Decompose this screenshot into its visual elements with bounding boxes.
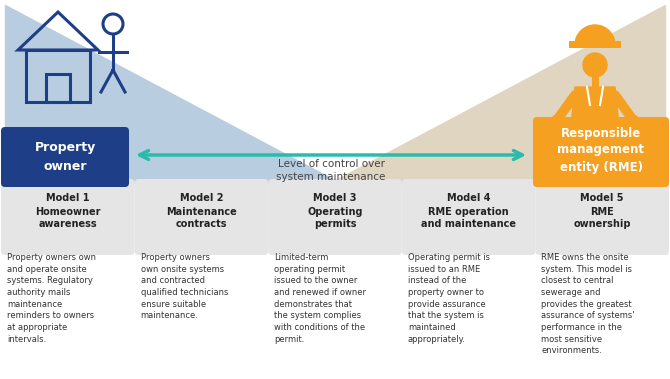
- Text: Limited-term
operating permit
issued to the owner
and renewed if owner
demonstra: Limited-term operating permit issued to …: [274, 253, 366, 344]
- FancyBboxPatch shape: [533, 117, 669, 187]
- Text: Model 4: Model 4: [447, 193, 490, 203]
- Circle shape: [552, 115, 562, 125]
- Circle shape: [628, 115, 638, 125]
- FancyBboxPatch shape: [1, 179, 135, 255]
- Text: Maintenance
contracts: Maintenance contracts: [166, 207, 237, 229]
- Text: RME
ownership: RME ownership: [574, 207, 631, 229]
- Text: Level of control over
system maintenance: Level of control over system maintenance: [276, 159, 386, 182]
- Text: Property
owner: Property owner: [34, 141, 96, 172]
- Text: Model 3: Model 3: [314, 193, 356, 203]
- FancyBboxPatch shape: [402, 179, 535, 255]
- Text: Model 5: Model 5: [580, 193, 624, 203]
- Bar: [569, 41, 621, 48]
- Text: RME owns the onsite
system. This model is
closest to central
sewerage and
provid: RME owns the onsite system. This model i…: [541, 253, 635, 355]
- Polygon shape: [5, 5, 340, 183]
- Bar: [46, 74, 70, 102]
- Text: Operating
permits: Operating permits: [308, 207, 362, 229]
- Text: Model 2: Model 2: [180, 193, 223, 203]
- FancyBboxPatch shape: [135, 179, 268, 255]
- Text: Model 1: Model 1: [46, 193, 90, 203]
- Text: Operating permit is
issued to an RME
instead of the
property owner to
provide as: Operating permit is issued to an RME ins…: [408, 253, 490, 344]
- Text: Property owners own
and operate onsite
systems. Regulatory
authority mails
maint: Property owners own and operate onsite s…: [7, 253, 96, 344]
- Text: Responsible
management
entity (RME): Responsible management entity (RME): [557, 127, 645, 174]
- Circle shape: [583, 53, 607, 77]
- Polygon shape: [570, 87, 620, 135]
- Polygon shape: [330, 5, 665, 183]
- Text: RME operation
and maintenance: RME operation and maintenance: [421, 207, 516, 229]
- Bar: [26, 50, 90, 102]
- FancyBboxPatch shape: [268, 179, 402, 255]
- FancyBboxPatch shape: [1, 127, 129, 187]
- Wedge shape: [575, 25, 615, 45]
- Text: Homeowner
awareness: Homeowner awareness: [35, 207, 100, 229]
- Text: Property owners
own onsite systems
and contracted
qualified technicians
ensure s: Property owners own onsite systems and c…: [141, 253, 228, 320]
- FancyBboxPatch shape: [535, 179, 669, 255]
